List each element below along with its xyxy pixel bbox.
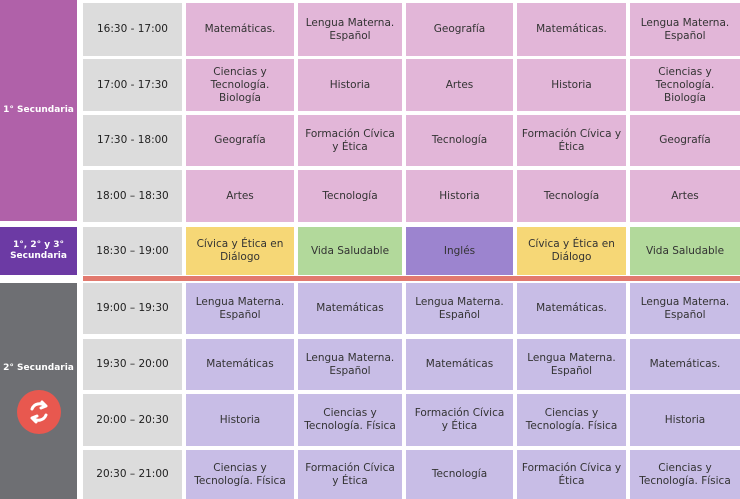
subject-cell: Cívica y Ética en Diálogo <box>186 227 294 275</box>
time-slot: 17:00 - 17:30 <box>83 59 182 111</box>
time-slot: 17:30 - 18:00 <box>83 115 182 166</box>
subject-cell: Matemáticas. <box>517 3 626 56</box>
time-slot: 16:30 - 17:00 <box>83 3 182 56</box>
subject-cell: Artes <box>186 170 294 222</box>
subject-cell: Ciencias y Tecnología. Física <box>186 450 294 499</box>
time-slot: 18:00 – 18:30 <box>83 170 182 222</box>
subject-cell: Matemáticas. <box>186 3 294 56</box>
group-label: 1° Secundaria <box>3 105 74 115</box>
subject-cell: Ciencias y Tecnología. Física <box>517 394 626 446</box>
subject-cell: Artes <box>406 59 513 111</box>
subject-cell: Artes <box>630 170 740 222</box>
time-slot: 19:00 – 19:30 <box>83 283 182 334</box>
subject-cell: Historia <box>517 59 626 111</box>
subject-cell: Geografía <box>406 3 513 56</box>
subject-cell: Geografía <box>630 115 740 166</box>
group-label: 1°, 2° y 3° Secundaria <box>10 240 67 261</box>
subject-cell: Ciencias y Tecnología. Física <box>298 394 402 446</box>
group-label: 2° Secundaria <box>3 362 74 373</box>
swap-arrows-icon <box>16 389 61 434</box>
subject-cell: Ciencias y Tecnología. Biología <box>186 59 294 111</box>
subject-cell: Matemáticas <box>406 339 513 390</box>
subject-cell: Lengua Materna. Español <box>630 283 740 334</box>
subject-cell: Matemáticas. <box>630 339 740 390</box>
subject-cell: Tecnología <box>406 450 513 499</box>
time-slot: 20:00 – 20:30 <box>83 394 182 446</box>
time-slot: 20:30 – 21:00 <box>83 450 182 499</box>
time-slot: 19:30 – 20:00 <box>83 339 182 390</box>
subject-cell: Ciencias y Tecnología. Biología <box>630 59 740 111</box>
time-slot: 18:30 – 19:00 <box>83 227 182 275</box>
subject-cell: Historia <box>298 59 402 111</box>
subject-cell: Matemáticas <box>186 339 294 390</box>
subject-cell: Tecnología <box>517 170 626 222</box>
subject-cell: Lengua Materna. Español <box>186 283 294 334</box>
subject-cell: Cívica y Ética en Diálogo <box>517 227 626 275</box>
subject-cell: Formación Cívica y Ética <box>298 450 402 499</box>
subject-cell: Formación Cívica y Ética <box>517 115 626 166</box>
subject-cell: Inglés <box>406 227 513 275</box>
subject-cell: Geografía <box>186 115 294 166</box>
subject-cell: Vida Saludable <box>298 227 402 275</box>
subject-cell: Tecnología <box>298 170 402 222</box>
subject-cell: Lengua Materna. Español <box>298 339 402 390</box>
subject-cell: Historia <box>630 394 740 446</box>
subject-cell: Formación Cívica y Ética <box>517 450 626 499</box>
subject-cell: Formación Cívica y Ética <box>298 115 402 166</box>
subject-cell: Formación Cívica y Ética <box>406 394 513 446</box>
subject-cell: Lengua Materna. Español <box>630 3 740 56</box>
swap-arrows-glyph <box>30 400 47 423</box>
subject-cell: Lengua Materna. Español <box>517 339 626 390</box>
subject-cell: Tecnología <box>406 115 513 166</box>
section-divider <box>83 276 740 281</box>
subject-cell: Matemáticas. <box>517 283 626 334</box>
subject-cell: Lengua Materna. Español <box>298 3 402 56</box>
subject-cell: Vida Saludable <box>630 227 740 275</box>
group-1-2-3-secundaria: 1°, 2° y 3° Secundaria <box>0 227 77 275</box>
group-2-secundaria: 2° Secundaria <box>0 283 77 499</box>
subject-cell: Lengua Materna. Español <box>406 283 513 334</box>
subject-cell: Historia <box>186 394 294 446</box>
subject-cell: Matemáticas <box>298 283 402 334</box>
subject-cell: Historia <box>406 170 513 222</box>
group-1-secundaria: 1° Secundaria <box>0 0 77 221</box>
subject-cell: Ciencias y Tecnología. Física <box>630 450 740 499</box>
